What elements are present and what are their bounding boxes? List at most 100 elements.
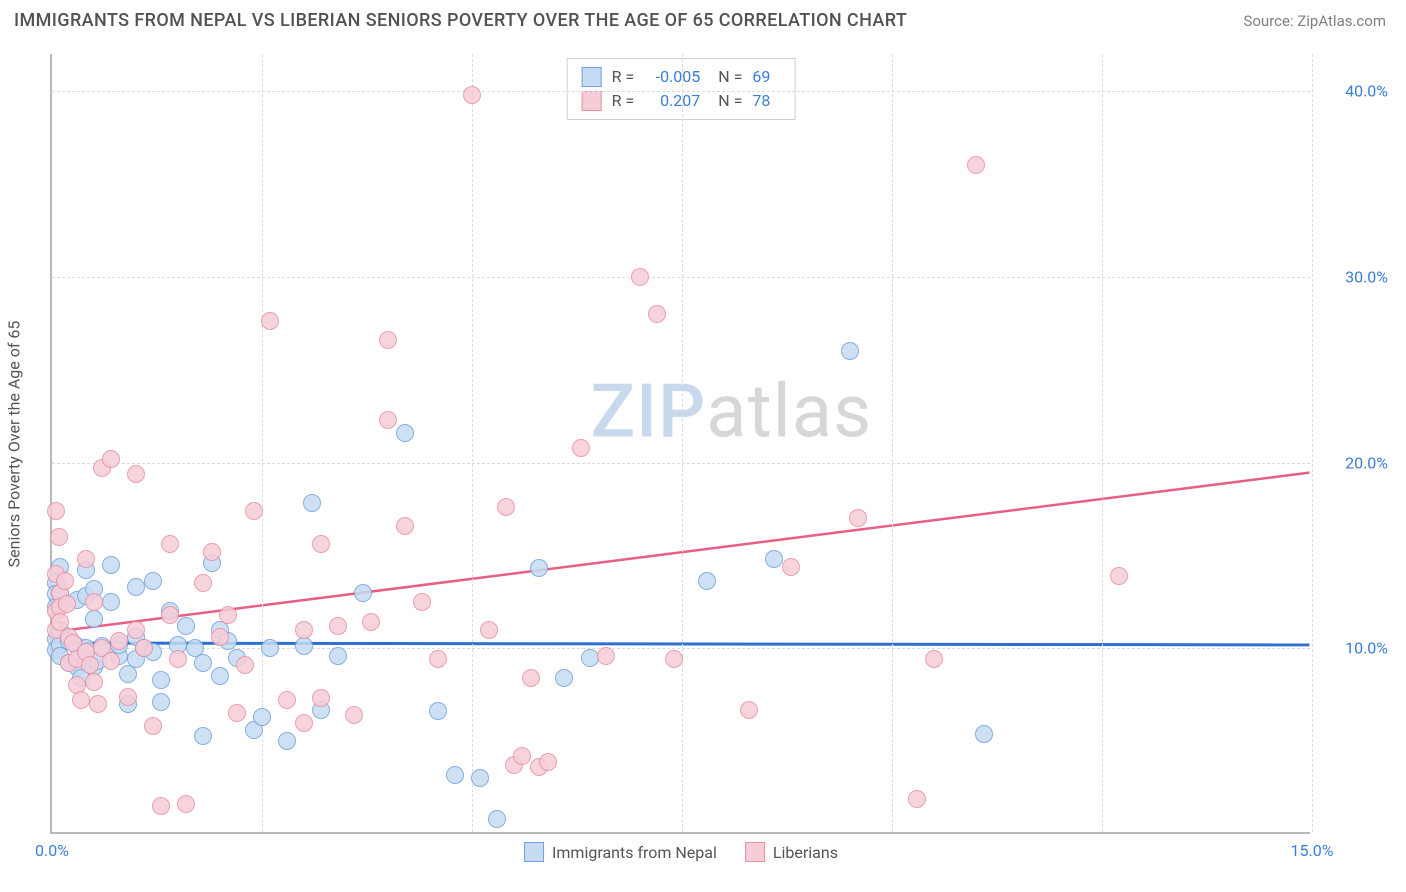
scatter-point [261,639,279,657]
scatter-point [127,578,145,596]
scatter-point [362,613,380,631]
scatter-point [522,669,540,687]
scatter-point [219,606,237,624]
chart-title: IMMIGRANTS FROM NEPAL VS LIBERIAN SENIOR… [14,10,907,31]
watermark-atlas: atlas [706,368,872,455]
legend-item-1: Immigrants from Nepal [524,842,717,862]
x-tick-label: 0.0% [35,841,69,860]
stats-legend: R = -0.005 N = 69 R = 0.207 N = 78 [567,58,796,120]
scatter-point [161,606,179,624]
scatter-point [119,688,137,706]
scatter-point [849,509,867,527]
scatter-point [261,312,279,330]
trend-line [53,643,1310,645]
r-value-1: -0.005 [644,65,700,89]
scatter-point [396,517,414,535]
trend-line [53,473,1310,632]
scatter-point [177,795,195,813]
scatter-point [631,268,649,286]
scatter-point [127,465,145,483]
scatter-point [329,617,347,635]
n-value-1: 69 [752,65,780,89]
scatter-point [597,647,615,665]
scatter-point [50,528,68,546]
title-bar: IMMIGRANTS FROM NEPAL VS LIBERIAN SENIOR… [0,0,1406,39]
r-label: R = [612,65,635,89]
scatter-point [740,701,758,719]
gridline-v [682,54,683,832]
scatter-point [228,704,246,722]
scatter-point [429,650,447,668]
scatter-point [169,650,187,668]
y-tick-label: 10.0% [1345,639,1388,658]
series-legend: Immigrants from Nepal Liberians [524,842,838,862]
r-value-2: 0.207 [644,89,700,113]
scatter-point [245,502,263,520]
legend-label-2: Liberians [773,843,838,862]
plot-area: ZIPatlas R = -0.005 N = 69 R = 0.207 N =… [50,54,1310,834]
gridline-v [1312,54,1313,832]
scatter-point [312,689,330,707]
scatter-point [278,691,296,709]
gridline-v [1102,54,1103,832]
scatter-point [665,650,683,668]
gridline-v [472,54,473,832]
scatter-point [278,732,296,750]
n-label: N = [710,65,742,89]
x-tick-label: 15.0% [1291,841,1334,860]
swatch-series-1 [582,67,602,87]
gridline-h [52,277,1310,278]
watermark-zip: ZIP [590,368,706,455]
scatter-point [295,714,313,732]
y-tick-label: 40.0% [1345,82,1388,101]
scatter-point [152,693,170,711]
scatter-point [56,572,74,590]
scatter-point [58,595,76,613]
stats-row-2: R = 0.207 N = 78 [582,89,781,113]
scatter-point [463,86,481,104]
swatch-series-2 [582,91,602,111]
scatter-point [555,669,573,687]
scatter-point [144,572,162,590]
y-axis-label: Seniors Poverty Over the Age of 65 [5,321,24,568]
scatter-point [413,593,431,611]
stats-row-1: R = -0.005 N = 69 [582,65,781,89]
scatter-point [47,502,65,520]
legend-item-2: Liberians [745,842,838,862]
scatter-point [253,708,271,726]
scatter-point [295,637,313,655]
scatter-point [1110,567,1128,585]
scatter-point [379,411,397,429]
source-label: Source: ZipAtlas.com [1243,12,1386,30]
scatter-point [72,691,90,709]
scatter-point [194,574,212,592]
gridline-h [52,463,1310,464]
scatter-point [236,656,254,674]
scatter-point [152,671,170,689]
scatter-point [81,656,99,674]
scatter-point [480,621,498,639]
scatter-point [908,790,926,808]
scatter-point [77,550,95,568]
scatter-point [513,747,531,765]
scatter-point [85,673,103,691]
scatter-point [429,702,447,720]
scatter-point [765,550,783,568]
scatter-point [379,331,397,349]
scatter-point [345,706,363,724]
scatter-point [698,572,716,590]
gridline-v [892,54,893,832]
scatter-point [967,156,985,174]
scatter-point [144,717,162,735]
scatter-point [581,649,599,667]
n-label: N = [710,89,742,113]
scatter-point [497,498,515,516]
scatter-point [85,593,103,611]
y-tick-label: 20.0% [1345,453,1388,472]
scatter-point [102,593,120,611]
scatter-point [110,632,128,650]
scatter-point [841,342,859,360]
scatter-point [194,654,212,672]
scatter-point [572,439,590,457]
scatter-point [925,650,943,668]
